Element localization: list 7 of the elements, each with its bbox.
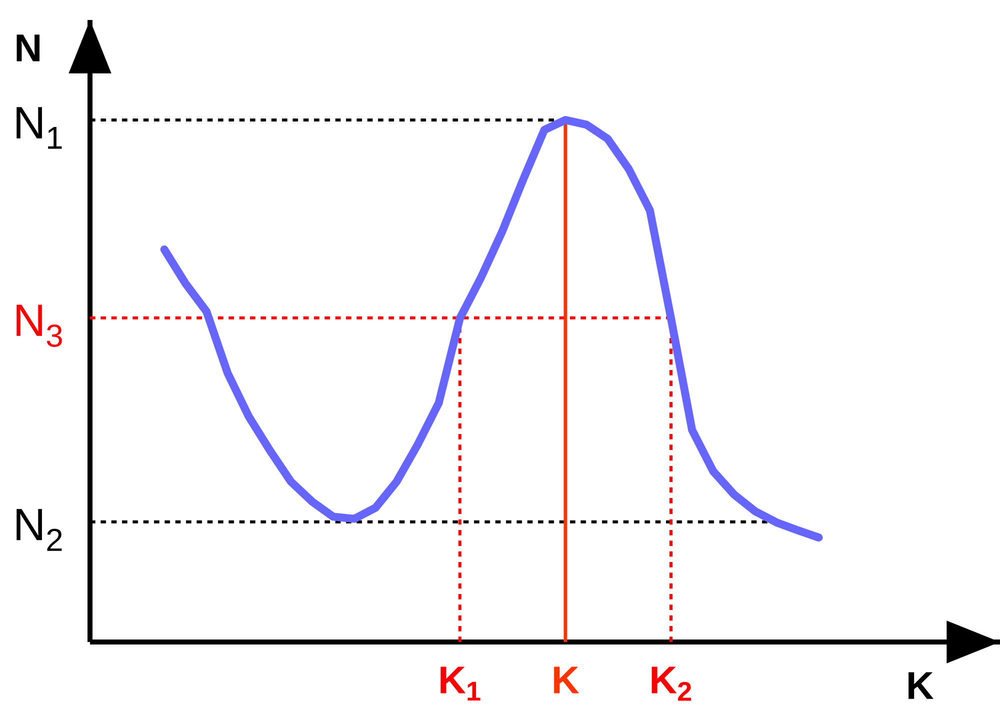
y-axis-title: N [16,34,40,62]
x-tick-label: K$_{1}$ [440,666,480,700]
ref-line-label: N$_{2}$ [16,508,62,551]
x-tick-label: K$_{2}$ [652,666,692,701]
x-tick-label: K [554,666,580,694]
ref-line-label: N$_{3}$ [16,304,62,347]
ref-line-label: N$_{1}$ [16,107,62,149]
